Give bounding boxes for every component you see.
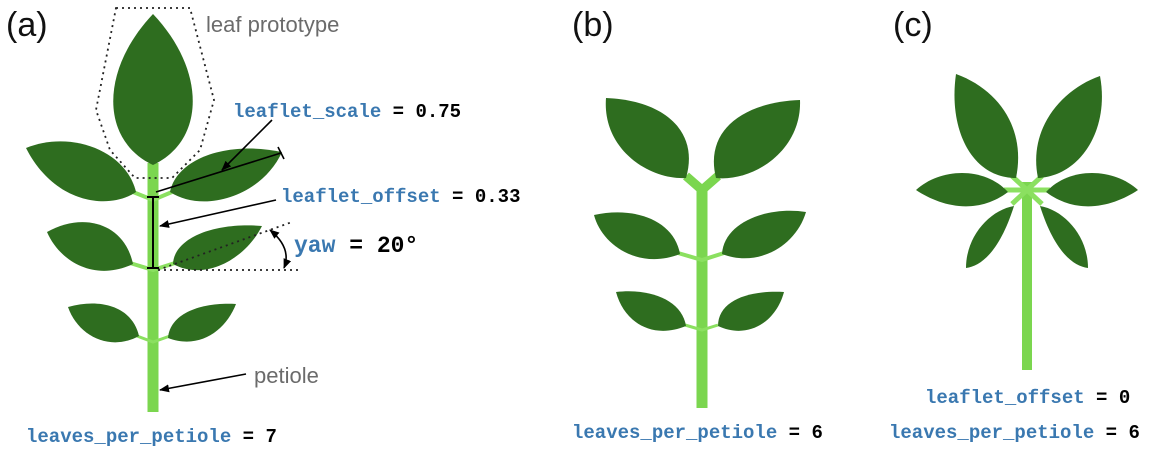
param-eq: =: [1085, 387, 1119, 409]
panel-b: (b) leaves_per_petiole = 6: [572, 6, 823, 444]
leaflet-offset-arrow: [159, 199, 277, 228]
leaflet-hub: [1004, 174, 1050, 206]
yaw-angle-arc: [269, 229, 292, 269]
param-value: 0.33: [475, 186, 521, 208]
top-fork: [683, 172, 721, 194]
param-name: leaflet_scale: [233, 101, 381, 123]
leaf-prototype-label: leaf prototype: [206, 12, 339, 37]
param-eq: =: [1094, 422, 1128, 444]
param-eq: =: [231, 426, 265, 448]
panel-c-label: (c): [893, 6, 933, 44]
leaflet-left-3: [68, 303, 139, 343]
leaves-per-petiole-annotation-c: leaves_per_petiole = 6: [889, 422, 1140, 444]
param-eq: =: [335, 233, 376, 259]
petiole-label: petiole: [254, 363, 319, 388]
param-name: leaflet_offset: [925, 387, 1085, 409]
leaves-per-petiole-annotation-b: leaves_per_petiole = 6: [572, 422, 823, 444]
scale-bracket: [155, 152, 282, 193]
param-value: 20°: [377, 233, 418, 259]
petiole-arrow: [159, 373, 247, 393]
panel-c: (c) leaflet_offset = 0 leaves_per_petiol…: [889, 6, 1140, 444]
param-value: 6: [1128, 422, 1139, 444]
leaflet-connector-3: [136, 334, 171, 344]
param-value: 0: [1119, 387, 1130, 409]
leaflet-top-left: [954, 74, 1019, 178]
param-name: leaflet_offset: [281, 186, 441, 208]
panel-a: (a) leaf p: [6, 6, 520, 448]
param-name: leaves_per_petiole: [572, 422, 777, 444]
param-name: leaves_per_petiole: [889, 422, 1094, 444]
leaflet-top-right: [1036, 76, 1102, 178]
leaflet-left-1: [605, 98, 689, 179]
param-value: 7: [265, 426, 276, 448]
leaflet-right-1: [170, 148, 282, 202]
yaw-annotation: yaw = 20°: [294, 233, 418, 259]
param-eq: =: [441, 186, 475, 208]
leaflet-mid-right: [1046, 173, 1138, 207]
leaflet-left-1: [26, 141, 136, 202]
leaflet-right-3: [718, 291, 784, 331]
leaflet-mid-left: [916, 173, 1008, 207]
param-value: 6: [811, 422, 822, 444]
leaflet-right-2: [173, 225, 262, 271]
terminal-leaflet: [113, 14, 193, 165]
leaflet-connector-1: [677, 251, 725, 263]
leaflet-left-2: [47, 222, 133, 271]
panel-a-label: (a): [6, 6, 48, 44]
leaflet-right-3: [168, 303, 236, 342]
leaves-per-petiole-annotation-a: leaves_per_petiole = 7: [26, 426, 277, 448]
scale-bracket-end: [277, 146, 285, 160]
param-name: leaves_per_petiole: [26, 426, 231, 448]
panel-b-label: (b): [572, 6, 614, 44]
leaflet-offset-annotation: leaflet_offset = 0.33: [281, 186, 520, 208]
leaflet-connector-2: [129, 261, 176, 273]
leaflet-left-2: [594, 212, 680, 260]
leaflet-right-2: [722, 210, 806, 259]
leaflet-right-1: [713, 100, 801, 179]
param-eq: =: [381, 101, 415, 123]
leaflet-connector-2: [684, 323, 719, 332]
param-name: yaw: [294, 233, 336, 259]
param-eq: =: [777, 422, 811, 444]
param-value: 0.75: [415, 101, 461, 123]
leaflet-scale-annotation: leaflet_scale = 0.75: [233, 101, 461, 123]
leaflet-offset-annotation-c: leaflet_offset = 0: [925, 387, 1130, 409]
leaflet-scale-arrow: [221, 119, 273, 171]
leaflet-left-3: [616, 291, 686, 331]
leaflet-low-left: [966, 206, 1014, 268]
leaflet-low-right: [1040, 206, 1088, 268]
